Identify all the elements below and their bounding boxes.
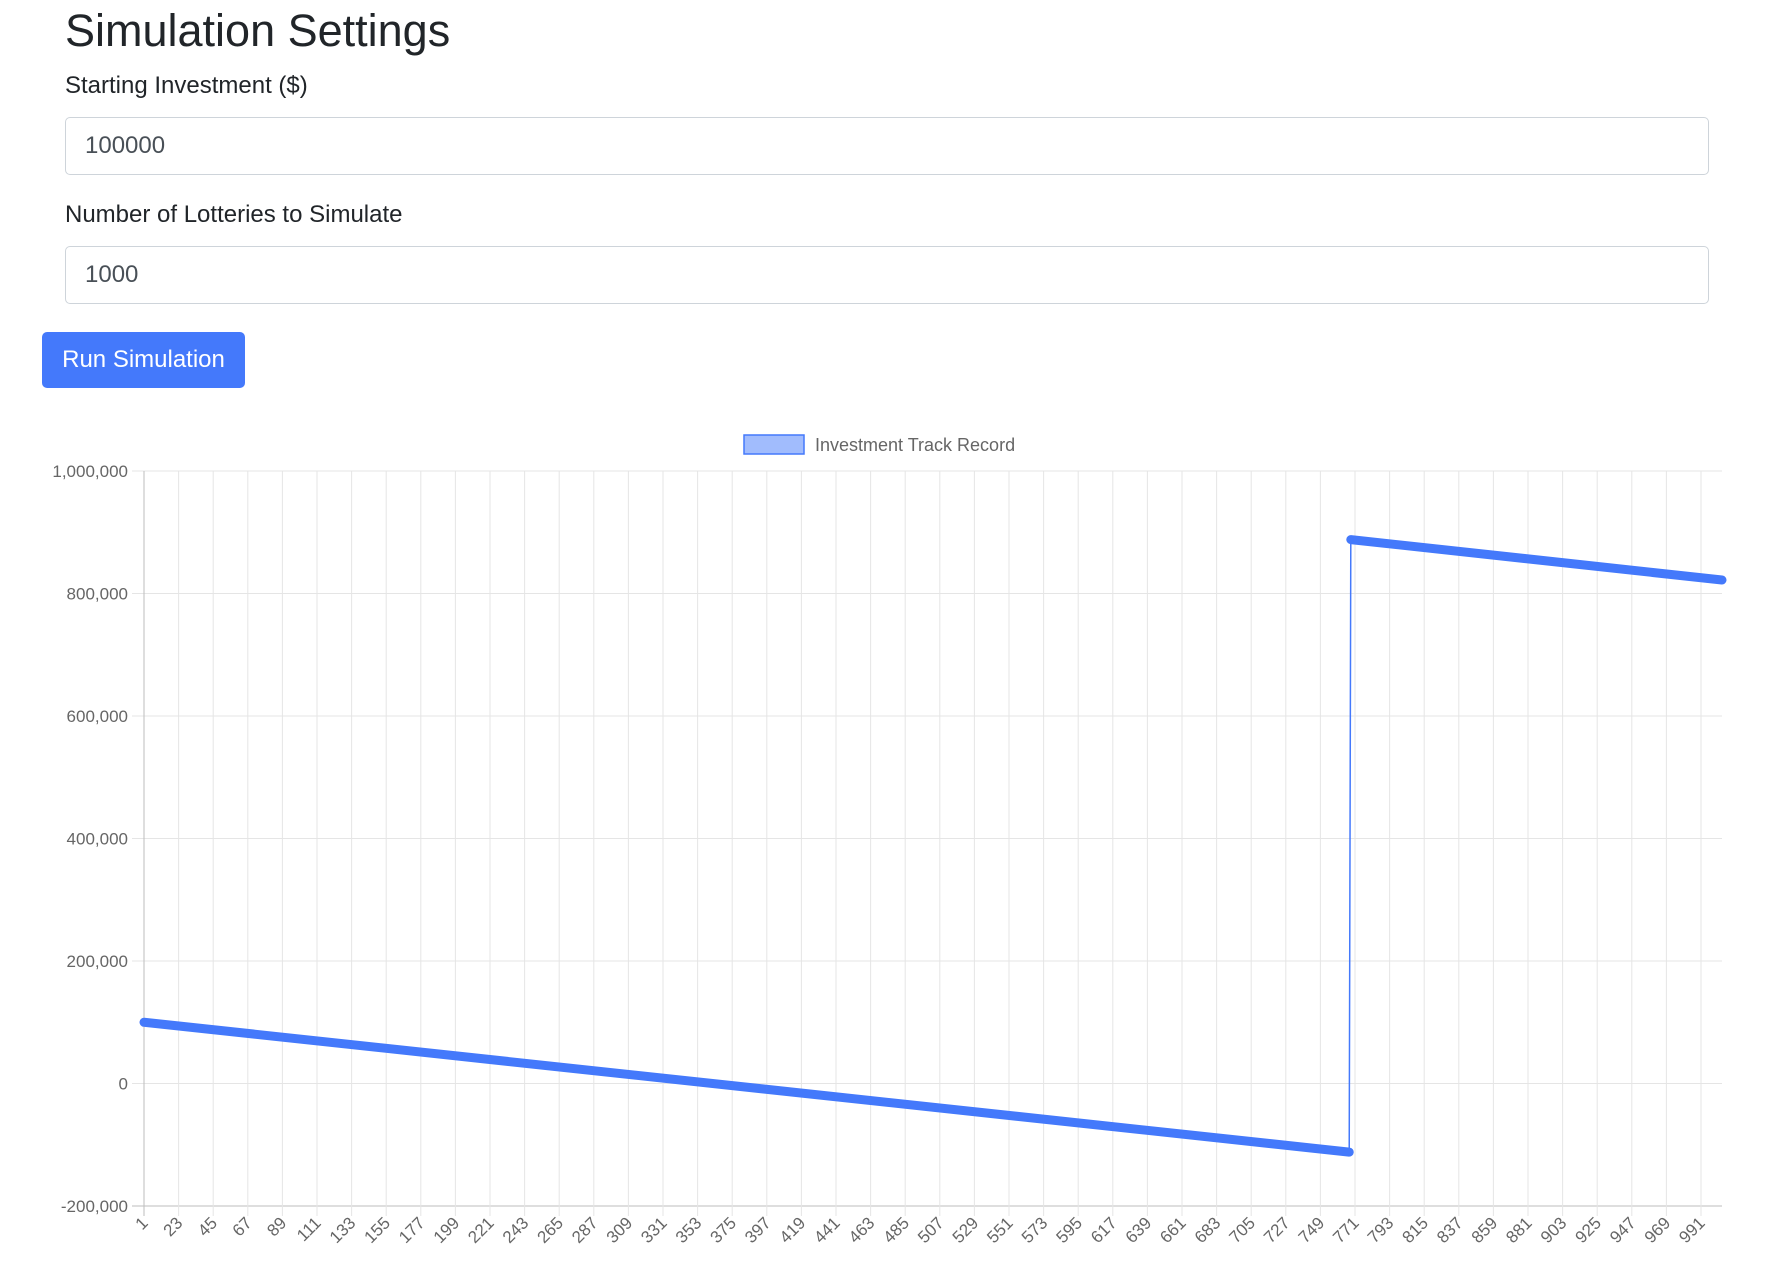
x-tick-label: 793 [1364, 1213, 1397, 1246]
x-tick-label: 133 [326, 1213, 359, 1246]
x-tick-label: 89 [263, 1213, 290, 1240]
x-tick-label: 771 [1329, 1213, 1362, 1246]
x-tick-label: 925 [1572, 1213, 1605, 1246]
page-title: Simulation Settings [65, 5, 451, 56]
x-tick-label: 947 [1606, 1213, 1639, 1246]
series-line-segment [139, 1017, 1354, 1157]
starting-investment-input[interactable] [65, 117, 1709, 175]
x-tick-label: 309 [603, 1213, 636, 1246]
y-tick-label: -200,000 [61, 1197, 128, 1216]
x-tick-label: 375 [707, 1213, 740, 1246]
x-tick-label: 441 [810, 1213, 843, 1246]
y-tick-label: 800,000 [67, 585, 128, 604]
x-tick-label: 199 [430, 1213, 463, 1246]
x-tick-label: 551 [983, 1213, 1016, 1246]
x-tick-label: 155 [361, 1213, 394, 1246]
run-simulation-button[interactable]: Run Simulation [42, 332, 245, 388]
x-tick-label: 573 [1018, 1213, 1051, 1246]
x-tick-label: 463 [845, 1213, 878, 1246]
num-lotteries-label: Number of Lotteries to Simulate [65, 201, 403, 228]
x-tick-label: 639 [1122, 1213, 1155, 1246]
x-tick-label: 881 [1502, 1213, 1535, 1246]
x-tick-label: 859 [1468, 1213, 1501, 1246]
x-tick-label: 243 [499, 1213, 532, 1246]
x-tick-label: 749 [1295, 1213, 1328, 1246]
series-line-segment [1348, 538, 1352, 1153]
legend-label: Investment Track Record [815, 435, 1015, 455]
x-tick-label: 969 [1641, 1213, 1674, 1246]
x-tick-label: 419 [776, 1213, 809, 1246]
chart-series [139, 535, 1727, 1157]
x-tick-label: 331 [637, 1213, 670, 1246]
series-line-segment [1346, 535, 1727, 585]
x-tick-label: 45 [194, 1213, 221, 1240]
x-tick-label: 353 [672, 1213, 705, 1246]
x-tick-label: 991 [1675, 1213, 1708, 1246]
y-tick-label: 200,000 [67, 952, 128, 971]
x-tick-label: 815 [1399, 1213, 1432, 1246]
x-axis-tick-labels: 1 23 45 67 89 111 133 155 177 199 221 243 265 287 309 3… [132, 1213, 1709, 1246]
chart-legend: Investment Track Record [743, 434, 1015, 455]
x-tick-label: 507 [914, 1213, 947, 1246]
y-tick-label: 1,000,000 [52, 462, 128, 481]
x-tick-label: 595 [1053, 1213, 1086, 1246]
x-tick-label: 683 [1191, 1213, 1224, 1246]
x-tick-label: 67 [229, 1213, 256, 1240]
x-tick-label: 265 [534, 1213, 567, 1246]
x-tick-label: 727 [1260, 1213, 1293, 1246]
x-tick-label: 397 [741, 1213, 774, 1246]
x-tick-label: 221 [464, 1213, 497, 1246]
investment-chart: Investment Track Record -200,000 0 200,000… [52, 434, 1727, 1247]
x-tick-label: 705 [1226, 1213, 1259, 1246]
y-axis-tick-labels: -200,000 0 200,000 400,000 600,000 800,000 1,0… [52, 462, 128, 1216]
x-tick-label: 485 [880, 1213, 913, 1246]
x-tick-label: 529 [949, 1213, 982, 1246]
x-tick-label: 23 [160, 1213, 187, 1240]
legend-swatch [743, 434, 805, 455]
x-tick-label: 903 [1537, 1213, 1570, 1246]
num-lotteries-input[interactable] [65, 246, 1709, 304]
y-tick-label: 0 [119, 1075, 128, 1094]
y-tick-label: 600,000 [67, 707, 128, 726]
x-tick-label: 1 [132, 1213, 152, 1233]
starting-investment-label: Starting Investment ($) [65, 72, 308, 99]
x-tick-label: 661 [1156, 1213, 1189, 1246]
x-tick-label: 177 [395, 1213, 428, 1246]
x-tick-label: 111 [293, 1213, 325, 1245]
x-tick-label: 617 [1087, 1213, 1120, 1246]
y-tick-label: 400,000 [67, 830, 128, 849]
x-tick-label: 287 [568, 1213, 601, 1246]
x-tick-label: 837 [1433, 1213, 1466, 1246]
